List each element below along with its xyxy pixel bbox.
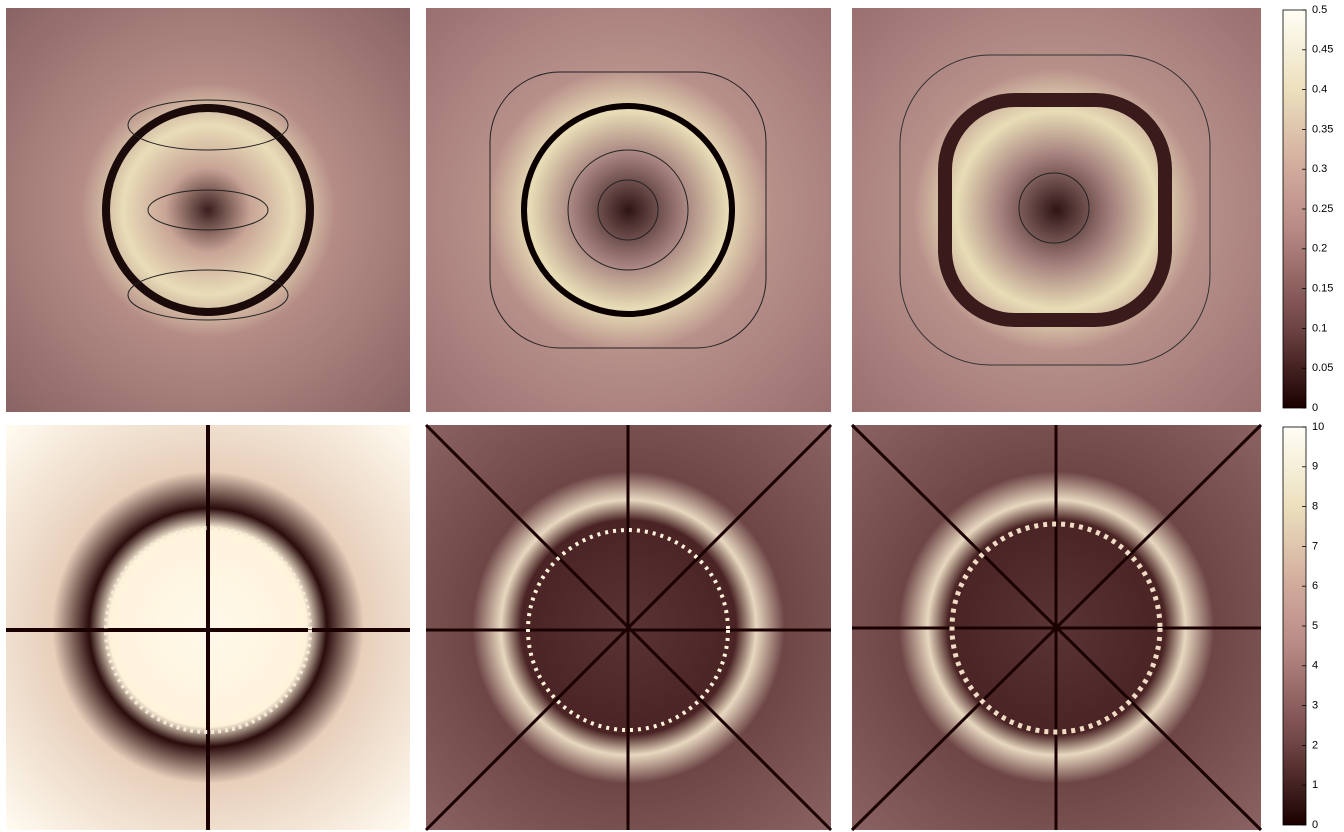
panel-top-left (6, 8, 410, 412)
panel-bottom-right (850, 423, 1263, 832)
tick-label: 3 (1312, 700, 1318, 712)
tick-label: 9 (1312, 461, 1318, 473)
tick-label: 0.5 (1312, 4, 1327, 16)
tick-label: 0.3 (1312, 163, 1327, 175)
tick-label: 0.4 (1312, 84, 1327, 96)
tick-label: 0.45 (1312, 44, 1333, 56)
panel-bottom-middle (424, 423, 833, 832)
tick-label: 0 (1312, 402, 1318, 414)
tick-label: 0.2 (1312, 243, 1327, 255)
tick-label: 0.1 (1312, 322, 1327, 334)
tick-label: 8 (1312, 501, 1318, 513)
tick-label: 0.05 (1312, 362, 1333, 374)
tick-label: 1 (1312, 779, 1318, 791)
panel-top-right (852, 8, 1261, 412)
tick-label: 0 (1312, 819, 1318, 831)
tick-label: 4 (1312, 660, 1318, 672)
panel-bottom-left (6, 425, 410, 830)
tick-label: 2 (1312, 739, 1318, 751)
tick-label: 0.25 (1312, 203, 1333, 215)
tick-label: 10 (1312, 421, 1324, 433)
tick-label: 6 (1312, 580, 1318, 592)
tick-label: 0.15 (1312, 283, 1333, 295)
tick-label: 5 (1312, 620, 1318, 632)
panel-top-middle (426, 8, 831, 412)
tick-label: 0.35 (1312, 123, 1333, 135)
tick-label: 7 (1312, 540, 1318, 552)
